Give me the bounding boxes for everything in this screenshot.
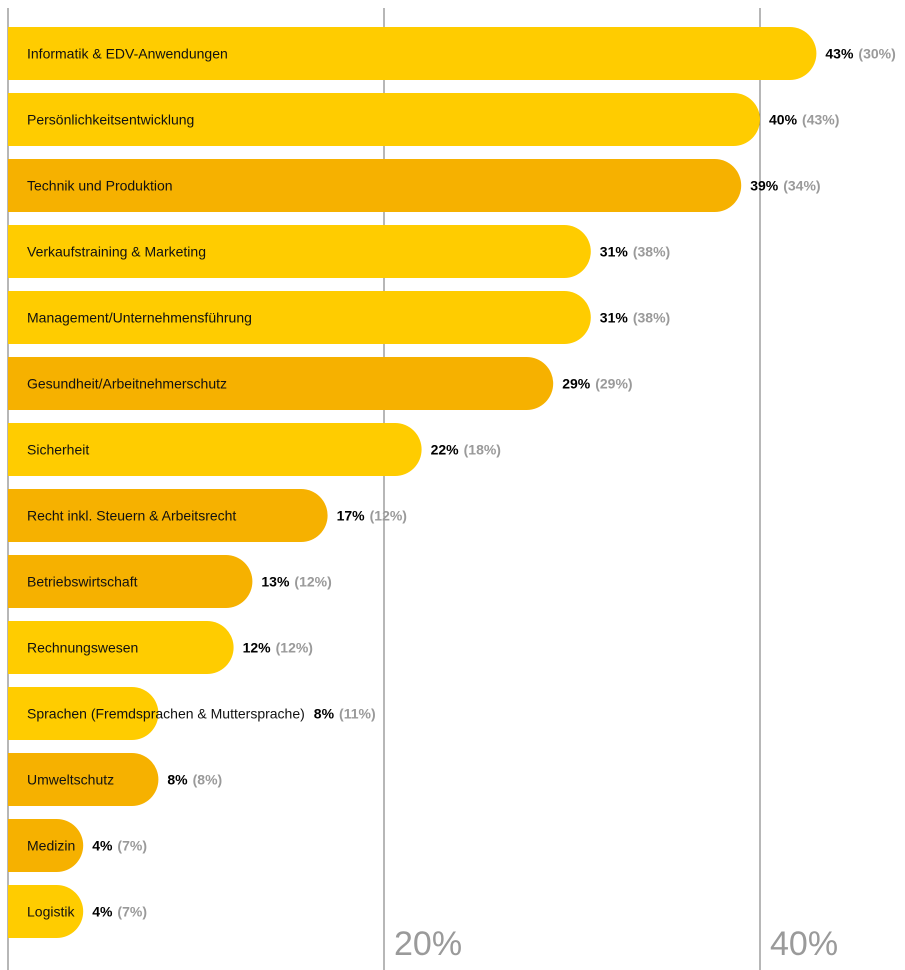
value-label-current: 43% xyxy=(825,46,854,62)
value-label-previous: (7%) xyxy=(117,904,147,920)
value-label-previous: (12%) xyxy=(276,640,313,656)
bar xyxy=(8,621,234,674)
value-label-current: 8% xyxy=(314,706,335,722)
bar xyxy=(8,555,253,608)
bar-category-label: Technik und Produktion xyxy=(27,178,173,194)
bar xyxy=(8,27,817,80)
bar xyxy=(8,753,159,806)
bar-category-label: Persönlichkeitsentwicklung xyxy=(27,112,194,128)
bar-category-label: Recht inkl. Steuern & Arbeitsrecht xyxy=(27,508,236,524)
value-label-current: 8% xyxy=(167,772,188,788)
bar xyxy=(8,687,159,740)
value-label-current: 4% xyxy=(92,838,113,854)
value-label-current: 39% xyxy=(750,178,779,194)
bar-category-label: Umweltschutz xyxy=(27,772,114,788)
value-label-previous: (12%) xyxy=(370,508,407,524)
bar xyxy=(8,489,328,542)
value-label-current: 17% xyxy=(337,508,366,524)
bar-category-label: Betriebswirtschaft xyxy=(27,574,138,590)
value-label-current: 4% xyxy=(92,904,113,920)
bar-category-label: Logistik xyxy=(27,904,75,920)
bar-category-label: Sprachen (Fremdsprachen & Muttersprache) xyxy=(27,706,305,722)
value-label-current: 40% xyxy=(769,112,798,128)
bar xyxy=(8,225,591,278)
value-label-current: 12% xyxy=(243,640,272,656)
bar xyxy=(8,885,84,938)
value-label-current: 31% xyxy=(600,310,629,326)
value-label-previous: (11%) xyxy=(339,706,376,722)
bar xyxy=(8,357,554,410)
value-label-previous: (12%) xyxy=(294,574,331,590)
bar-category-label: Management/Unternehmensführung xyxy=(27,310,252,326)
bar xyxy=(8,93,760,146)
bar-category-label: Medizin xyxy=(27,838,75,854)
value-label-previous: (18%) xyxy=(464,442,501,458)
bar xyxy=(8,423,422,476)
value-label-previous: (30%) xyxy=(858,46,895,62)
x-tick-label: 40% xyxy=(770,925,838,963)
x-tick-label: 20% xyxy=(394,925,462,963)
bar-category-label: Informatik & EDV-Anwendungen xyxy=(27,46,228,62)
value-label-current: 29% xyxy=(562,376,591,392)
value-label-current: 13% xyxy=(261,574,290,590)
bar xyxy=(8,291,591,344)
bars-layer: Informatik & EDV-Anwendungen 43% (30%) Pers… xyxy=(8,27,896,938)
bar-category-label: Gesundheit/Arbeitnehmerschutz xyxy=(27,376,227,392)
value-label-current: 31% xyxy=(600,244,629,260)
value-label-previous: (29%) xyxy=(595,376,632,392)
bar xyxy=(8,819,84,872)
tick-labels: 20% 40% xyxy=(394,925,838,963)
value-label-previous: (34%) xyxy=(783,178,820,194)
value-label-previous: (38%) xyxy=(633,244,670,260)
value-label-current: 22% xyxy=(431,442,460,458)
bar-category-label: Sicherheit xyxy=(27,442,89,458)
value-label-previous: (38%) xyxy=(633,310,670,326)
value-label-previous: (8%) xyxy=(193,772,223,788)
value-label-previous: (43%) xyxy=(802,112,839,128)
value-label-previous: (7%) xyxy=(117,838,147,854)
bar-category-label: Rechnungswesen xyxy=(27,640,138,656)
bar xyxy=(8,159,742,212)
bar-category-label: Verkaufstraining & Marketing xyxy=(27,244,206,260)
